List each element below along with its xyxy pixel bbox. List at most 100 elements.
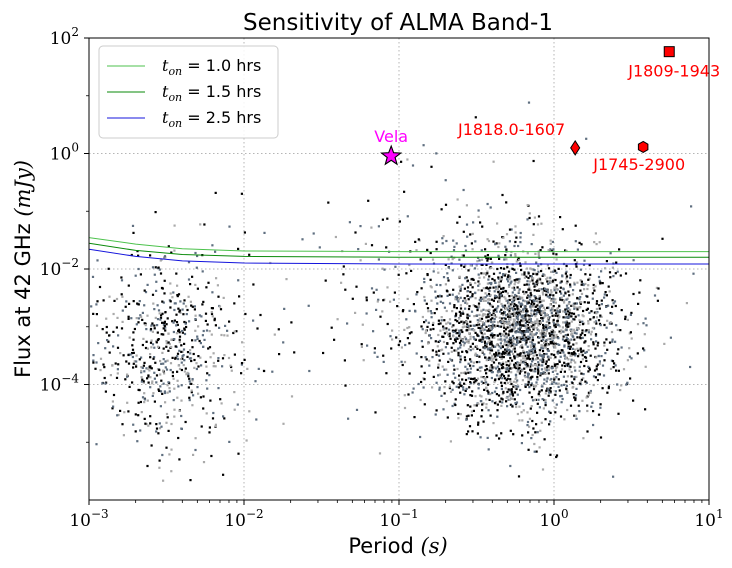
pulsar-point [469, 394, 472, 397]
pulsar-point [571, 293, 574, 296]
pulsar-point [546, 291, 550, 294]
pulsar-point [324, 279, 327, 282]
pulsar-point [487, 346, 490, 349]
pulsar-point [613, 362, 616, 365]
pulsar-point [517, 244, 520, 248]
pulsar-point [509, 318, 512, 321]
pulsar-point [565, 321, 569, 324]
pulsar-point [474, 305, 477, 308]
pulsar-point [475, 324, 478, 327]
pulsar-point [451, 325, 454, 328]
pulsar-point [542, 326, 545, 329]
pulsar-point [426, 307, 430, 310]
pulsar-point [489, 343, 492, 346]
pulsar-point [491, 359, 494, 363]
pulsar-point [571, 347, 574, 350]
pulsar-point [582, 315, 585, 318]
pulsar-point [544, 287, 547, 290]
pulsar-point [565, 329, 568, 332]
pulsar-point [587, 331, 590, 334]
pulsar-point [168, 453, 171, 456]
pulsar-point [467, 414, 470, 417]
pulsar-point [491, 305, 494, 308]
pulsar-point [599, 436, 603, 439]
pulsar-point [131, 381, 134, 384]
pulsar-point [156, 304, 159, 307]
pulsar-point [465, 340, 468, 344]
pulsar-point [154, 211, 157, 214]
pulsar-point [238, 295, 241, 298]
pulsar-point [545, 366, 549, 369]
pulsar-point [479, 329, 482, 332]
pulsar-point [584, 380, 587, 383]
pulsar-point [632, 399, 635, 402]
pulsar-point [558, 360, 561, 363]
pulsar-point [502, 273, 505, 276]
pulsar-point [588, 277, 591, 280]
pulsar-point [379, 315, 382, 318]
pulsar-point [492, 299, 495, 302]
pulsar-point [452, 382, 455, 385]
pulsar-point [367, 199, 370, 202]
pulsar-point [365, 312, 368, 315]
pulsar-point [452, 324, 455, 327]
pulsar-point [499, 354, 502, 357]
pulsar-point [188, 399, 191, 402]
pulsar-point [575, 302, 578, 305]
pulsar-point [489, 349, 492, 352]
pulsar-point [508, 354, 511, 357]
pulsar-point [487, 448, 490, 451]
pulsar-point [541, 398, 544, 401]
pulsar-point [121, 320, 124, 323]
pulsar-point [355, 408, 359, 411]
pulsar-point [127, 353, 130, 357]
pulsar-point [437, 374, 440, 377]
pulsar-point [480, 297, 483, 300]
pulsar-point [174, 345, 177, 348]
pulsar-point [557, 337, 560, 340]
pulsar-point [639, 279, 642, 282]
pulsar-point [580, 372, 583, 375]
pulsar-point [202, 461, 206, 464]
pulsar-point [155, 289, 158, 292]
pulsar-point [618, 248, 621, 251]
pulsar-point [571, 333, 574, 336]
pulsar-point [372, 330, 375, 333]
pulsar-point [133, 327, 136, 331]
pulsar-point [609, 367, 613, 370]
pulsar-point [534, 321, 537, 324]
pulsar-point [106, 339, 109, 342]
pulsar-point [532, 333, 535, 336]
pulsar-point [562, 335, 565, 338]
pulsar-point [546, 369, 549, 372]
pulsar-point [503, 343, 506, 346]
pulsar-point [504, 306, 507, 309]
pulsar-point [540, 313, 543, 316]
pulsar-point [424, 319, 428, 322]
pulsar-point [538, 349, 541, 352]
pulsar-point [471, 342, 474, 345]
pulsar-point [188, 396, 191, 399]
pulsar-point [439, 300, 442, 303]
pulsar-point [493, 334, 496, 337]
pulsar-point [173, 224, 176, 227]
pulsar-point [427, 342, 430, 345]
pulsar-point [538, 390, 541, 393]
pulsar-point [139, 400, 142, 404]
pulsar-point [158, 389, 161, 392]
pulsar-point [597, 373, 600, 376]
pulsar-point [440, 316, 443, 319]
pulsar-point [173, 387, 176, 390]
pulsar-point [170, 338, 173, 341]
pulsar-point [592, 423, 595, 427]
pulsar-point [447, 258, 450, 261]
pulsar-point [196, 337, 199, 340]
pulsar-point [636, 323, 640, 326]
pulsar-point [551, 299, 554, 302]
pulsar-point [587, 391, 590, 394]
pulsar-point [447, 333, 450, 336]
pulsar-point [517, 385, 520, 388]
pulsar-point [439, 329, 442, 332]
pulsar-point [423, 277, 426, 280]
pulsar-point [202, 395, 205, 398]
